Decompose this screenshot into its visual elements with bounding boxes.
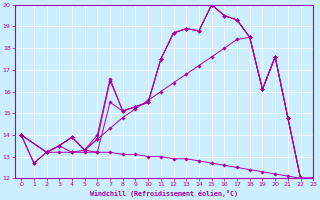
X-axis label: Windchill (Refroidissement éolien,°C): Windchill (Refroidissement éolien,°C) xyxy=(90,190,238,197)
